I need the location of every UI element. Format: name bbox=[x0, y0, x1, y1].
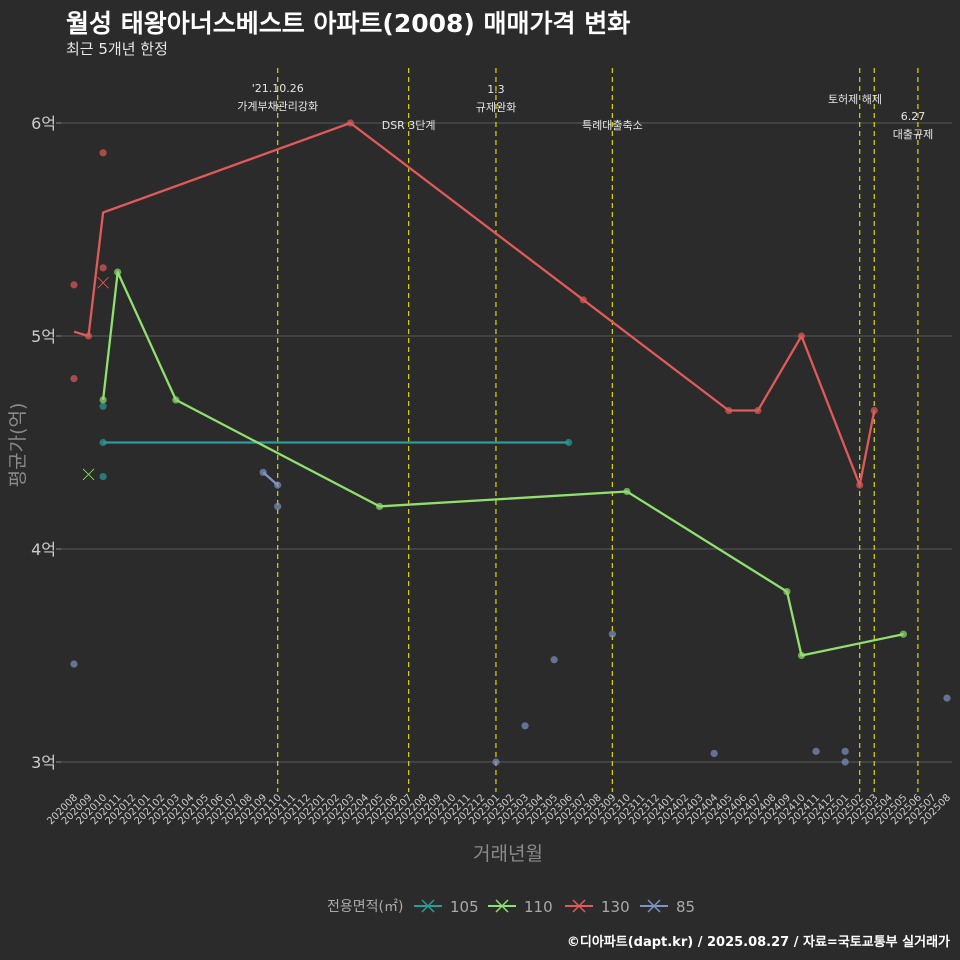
data-point bbox=[565, 438, 573, 447]
legend-item-130: 130 bbox=[565, 898, 630, 916]
legend-swatch bbox=[495, 899, 509, 913]
data-point bbox=[943, 694, 951, 702]
data-point bbox=[797, 332, 806, 340]
series-line-130 bbox=[73, 121, 876, 487]
event-label: '21.10.26 bbox=[252, 82, 304, 95]
y-tick-label: 6억 bbox=[31, 114, 56, 133]
data-point bbox=[274, 481, 282, 489]
event-label: 가계부채관리강화 bbox=[237, 100, 318, 113]
data-point bbox=[608, 630, 616, 638]
cross-marker bbox=[82, 468, 95, 481]
data-point bbox=[579, 296, 587, 304]
y-axis-label: 평균가(억) bbox=[7, 403, 29, 488]
series-group bbox=[70, 119, 951, 766]
cross-stroke bbox=[97, 276, 109, 289]
data-point bbox=[870, 406, 878, 415]
event-label: 대출규제 bbox=[893, 128, 933, 141]
data-point bbox=[856, 481, 864, 489]
chart-title: 월성 태왕아너스베스트 아파트(2008) 매매가격 변화 bbox=[66, 9, 631, 38]
event-label: DSR 3단계 bbox=[382, 119, 436, 132]
event-label: 1.3 bbox=[487, 83, 505, 96]
legend-label: 130 bbox=[601, 898, 630, 916]
y-tick-label: 3억 bbox=[31, 753, 56, 772]
data-point bbox=[841, 747, 849, 755]
grid-lines bbox=[60, 122, 952, 763]
y-tick-label: 5억 bbox=[31, 327, 56, 346]
data-point bbox=[70, 281, 78, 289]
data-point bbox=[114, 268, 122, 276]
data-point bbox=[99, 264, 107, 272]
data-point bbox=[550, 656, 558, 664]
data-point bbox=[70, 660, 78, 668]
legend: 전용면적(㎡) 105 110 130 85 bbox=[327, 898, 695, 916]
legend-swatch bbox=[421, 899, 435, 913]
series-line-110 bbox=[101, 270, 904, 657]
legend-swatch bbox=[572, 899, 586, 913]
data-point bbox=[623, 487, 631, 496]
data-point bbox=[99, 402, 107, 410]
series-85 bbox=[70, 468, 951, 766]
event-label: 특례대출축소 bbox=[582, 119, 643, 132]
legend-label: 85 bbox=[676, 898, 695, 916]
legend-label: 105 bbox=[450, 898, 479, 916]
legend-item-110: 110 bbox=[488, 898, 553, 916]
data-point bbox=[710, 749, 718, 758]
data-point bbox=[725, 406, 733, 415]
data-point bbox=[797, 651, 806, 660]
source-footer: ©디아파트(dapt.kr) / 2025.08.27 / 자료=국토교통부 실… bbox=[566, 935, 950, 950]
cross-marker bbox=[97, 276, 110, 289]
legend-item-105: 105 bbox=[414, 898, 479, 916]
data-point bbox=[841, 758, 849, 766]
data-point bbox=[84, 332, 93, 340]
data-point bbox=[375, 502, 384, 510]
x-axis-label: 거래년월 bbox=[473, 843, 543, 865]
data-point bbox=[521, 722, 529, 730]
event-label: 6.27 bbox=[901, 110, 926, 123]
data-point bbox=[274, 502, 282, 510]
data-point bbox=[70, 375, 78, 383]
data-point bbox=[783, 588, 791, 596]
legend-item-85: 85 bbox=[640, 898, 695, 916]
data-point bbox=[99, 396, 107, 404]
series-105 bbox=[99, 402, 573, 481]
series-110 bbox=[82, 268, 907, 660]
data-point bbox=[754, 406, 762, 415]
y-axis: 3억 4억 5억 6억 bbox=[31, 114, 61, 772]
y-tick-label: 4억 bbox=[31, 540, 56, 559]
legend-label: 110 bbox=[524, 898, 553, 916]
data-point bbox=[259, 468, 267, 476]
data-point bbox=[346, 119, 355, 127]
chart-subtitle: 최근 5개년 한정 bbox=[66, 40, 168, 58]
data-point bbox=[99, 438, 107, 447]
event-label: 규제완화 bbox=[476, 101, 516, 114]
legend-title: 전용면적(㎡) bbox=[327, 899, 403, 915]
event-label: 토허제 해제 bbox=[828, 92, 882, 106]
data-point bbox=[812, 747, 820, 755]
event-lines bbox=[277, 68, 919, 792]
series-130 bbox=[70, 119, 878, 489]
cross-stroke bbox=[82, 468, 95, 481]
legend-swatch bbox=[647, 899, 661, 913]
data-point bbox=[99, 149, 107, 157]
data-point bbox=[172, 396, 180, 404]
x-axis: 2020082020092020102020112020122021012021… bbox=[45, 792, 953, 827]
data-point bbox=[899, 630, 907, 638]
data-point bbox=[492, 758, 500, 766]
data-point bbox=[99, 472, 107, 481]
